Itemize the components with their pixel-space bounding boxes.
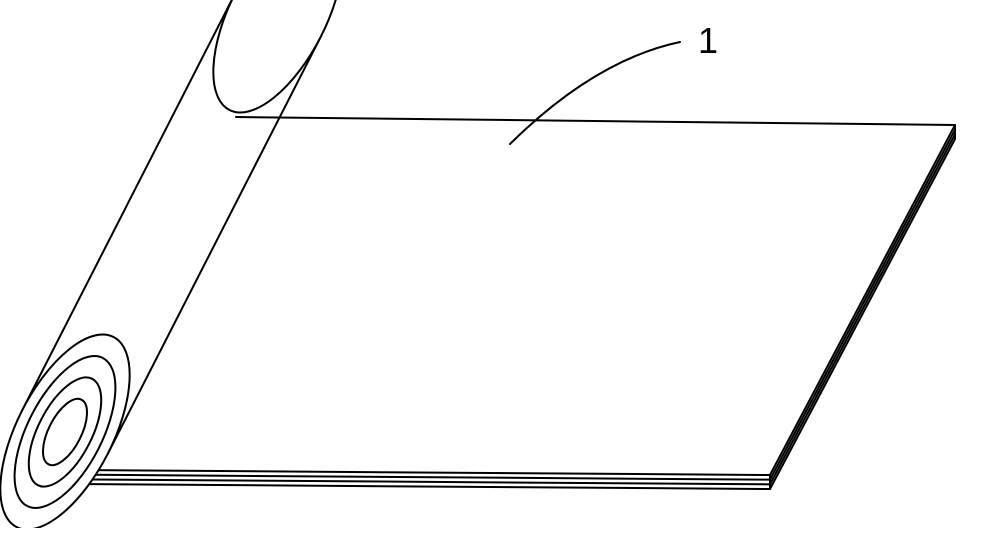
diagram-svg [0, 0, 1000, 528]
roll-top-cap [213, 0, 342, 112]
label-leader-line [510, 42, 680, 144]
part-label: 1 [698, 20, 718, 62]
sheet-top-surface [75, 117, 955, 475]
technical-diagram: 1 [0, 0, 1000, 528]
roll-end-rings [0, 335, 129, 528]
